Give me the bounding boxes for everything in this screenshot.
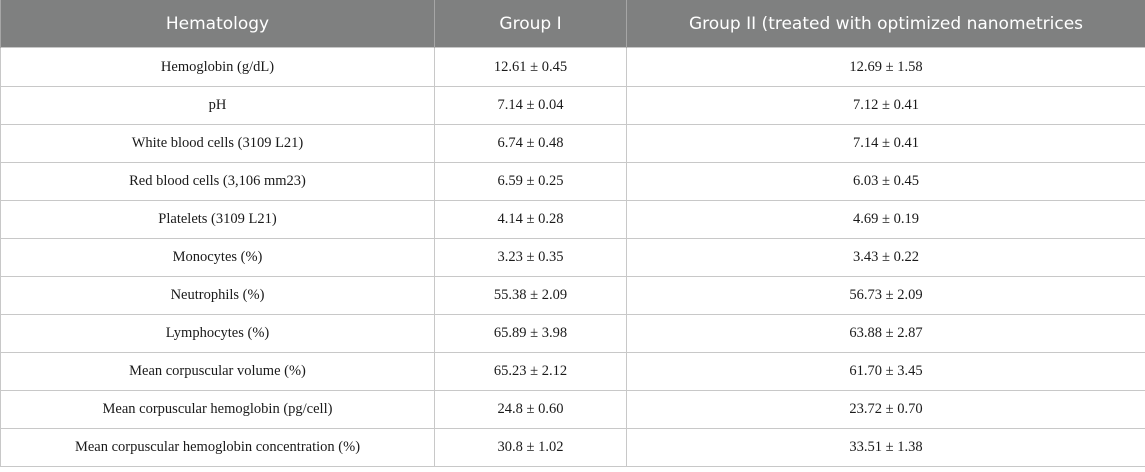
parameter-cell: Neutrophils (%) (0, 276, 435, 315)
table-header: Hematology Group I Group II (treated wit… (0, 0, 1145, 48)
parameter-cell: Hemoglobin (g/dL) (0, 47, 435, 87)
group-2-value: 7.14 ± 0.41 (626, 124, 1145, 163)
table-row: Platelets (3109 L21) 4.14 ± 0.28 4.69 ± … (0, 200, 1145, 239)
group-2-value: 23.72 ± 0.70 (626, 390, 1145, 429)
parameter-cell: Monocytes (%) (0, 238, 435, 277)
group-2-value: 33.51 ± 1.38 (626, 428, 1145, 467)
parameter-cell: Mean corpuscular hemoglobin (pg/cell) (0, 390, 435, 429)
header-row: Hematology Group I Group II (treated wit… (0, 0, 1145, 48)
table-row: White blood cells (3109 L21) 6.74 ± 0.48… (0, 124, 1145, 163)
parameter-cell: White blood cells (3109 L21) (0, 124, 435, 163)
table-body: Hemoglobin (g/dL) 12.61 ± 0.45 12.69 ± 1… (0, 47, 1145, 467)
group-1-value: 4.14 ± 0.28 (434, 200, 627, 239)
group-1-value: 7.14 ± 0.04 (434, 86, 627, 125)
group-1-value: 65.23 ± 2.12 (434, 352, 627, 391)
parameter-cell: Platelets (3109 L21) (0, 200, 435, 239)
group-2-value: 4.69 ± 0.19 (626, 200, 1145, 239)
group-1-value: 65.89 ± 3.98 (434, 314, 627, 353)
table-row: Monocytes (%) 3.23 ± 0.35 3.43 ± 0.22 (0, 238, 1145, 277)
group-2-value: 61.70 ± 3.45 (626, 352, 1145, 391)
table-row: Hemoglobin (g/dL) 12.61 ± 0.45 12.69 ± 1… (0, 47, 1145, 87)
table-row: pH 7.14 ± 0.04 7.12 ± 0.41 (0, 86, 1145, 125)
table-row: Mean corpuscular volume (%) 65.23 ± 2.12… (0, 352, 1145, 391)
group-1-value: 24.8 ± 0.60 (434, 390, 627, 429)
header-hematology: Hematology (0, 0, 435, 48)
group-2-value: 6.03 ± 0.45 (626, 162, 1145, 201)
table-row: Mean corpuscular hemoglobin concentratio… (0, 428, 1145, 467)
group-2-value: 56.73 ± 2.09 (626, 276, 1145, 315)
group-2-value: 63.88 ± 2.87 (626, 314, 1145, 353)
group-1-value: 6.59 ± 0.25 (434, 162, 627, 201)
table-row: Neutrophils (%) 55.38 ± 2.09 56.73 ± 2.0… (0, 276, 1145, 315)
group-2-value: 3.43 ± 0.22 (626, 238, 1145, 277)
parameter-cell: pH (0, 86, 435, 125)
header-group-1: Group I (434, 0, 627, 48)
parameter-cell: Mean corpuscular volume (%) (0, 352, 435, 391)
group-1-value: 55.38 ± 2.09 (434, 276, 627, 315)
parameter-cell: Red blood cells (3,106 mm23) (0, 162, 435, 201)
table-row: Lymphocytes (%) 65.89 ± 3.98 63.88 ± 2.8… (0, 314, 1145, 353)
parameter-cell: Lymphocytes (%) (0, 314, 435, 353)
group-2-value: 12.69 ± 1.58 (626, 47, 1145, 87)
header-group-2: Group II (treated with optimized nanomet… (626, 0, 1145, 48)
group-1-value: 30.8 ± 1.02 (434, 428, 627, 467)
parameter-cell: Mean corpuscular hemoglobin concentratio… (0, 428, 435, 467)
group-1-value: 6.74 ± 0.48 (434, 124, 627, 163)
group-1-value: 12.61 ± 0.45 (434, 47, 627, 87)
table-row: Red blood cells (3,106 mm23) 6.59 ± 0.25… (0, 162, 1145, 201)
group-1-value: 3.23 ± 0.35 (434, 238, 627, 277)
table-row: Mean corpuscular hemoglobin (pg/cell) 24… (0, 390, 1145, 429)
group-2-value: 7.12 ± 0.41 (626, 86, 1145, 125)
